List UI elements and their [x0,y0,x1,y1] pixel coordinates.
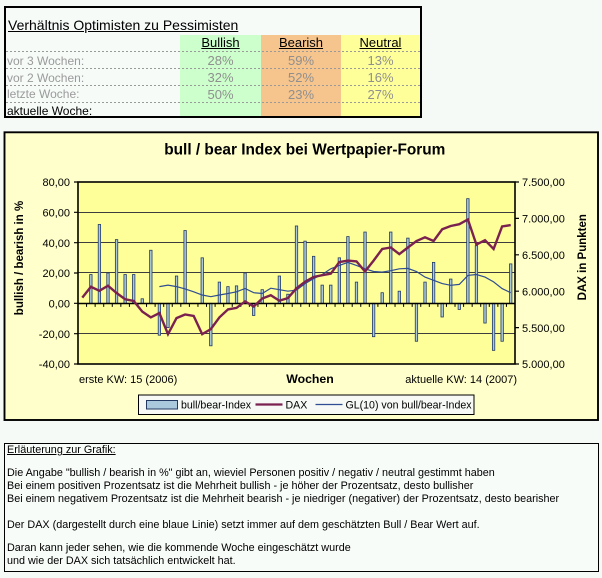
svg-text:-20,00: -20,00 [39,329,70,341]
svg-text:6.000,00: 6.000,00 [522,286,565,298]
svg-text:0,00: 0,00 [49,299,70,311]
svg-text:bull / bear Index bei Wertpapi: bull / bear Index bei Wertpapier-Forum [164,142,445,159]
svg-text:aktuelle KW: 14 (2007): aktuelle KW: 14 (2007) [405,374,517,386]
svg-text:GL(10) von bull/bear-Index: GL(10) von bull/bear-Index [346,400,473,412]
svg-text:DAX: DAX [286,400,308,412]
svg-text:bullish / bearish in %: bullish / bearish in % [14,201,26,315]
svg-text:7.500,00: 7.500,00 [522,177,565,189]
svg-text:60,00: 60,00 [42,208,70,220]
svg-text:Wochen: Wochen [286,372,334,386]
svg-text:7.000,00: 7.000,00 [522,214,565,226]
svg-text:bull/bear-Index: bull/bear-Index [181,400,252,412]
svg-text:20,00: 20,00 [42,268,70,280]
svg-text:80,00: 80,00 [42,177,70,189]
svg-text:-40,00: -40,00 [39,359,70,371]
svg-text:6.500,00: 6.500,00 [522,250,565,262]
svg-text:5.000,00: 5.000,00 [522,359,565,371]
svg-text:erste KW: 15 (2006): erste KW: 15 (2006) [79,374,177,386]
svg-text:DAX in Punkten: DAX in Punkten [577,214,589,300]
svg-text:5.500,00: 5.500,00 [522,323,565,335]
svg-text:40,00: 40,00 [42,238,70,250]
